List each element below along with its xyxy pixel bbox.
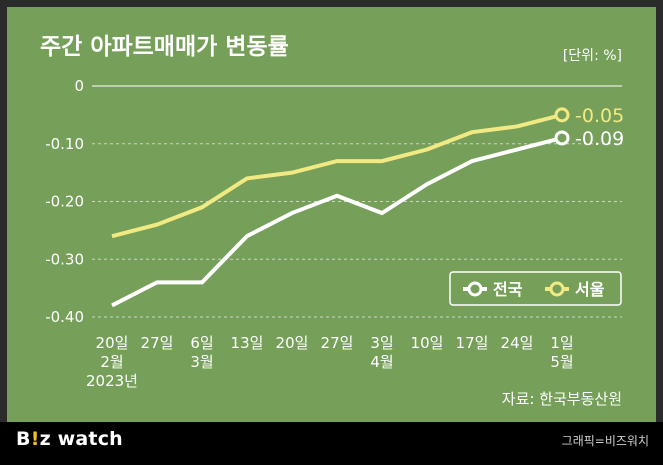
x-tick-label: 3월 <box>190 353 213 371</box>
line-chart: 주간 아파트매매가 변동률 [단위: %] 0 -0.10 -0.20 -0.30 -0… <box>40 34 624 408</box>
legend-box <box>449 271 622 306</box>
x-tick-label: 2023년 <box>86 372 138 390</box>
legend: 전국 서울 <box>449 271 622 306</box>
footer-bar <box>0 422 663 465</box>
x-tick-label: 6일 <box>190 334 213 352</box>
x-tick-label: 3일 <box>370 334 393 352</box>
chart-panel <box>7 7 656 422</box>
x-tick-label: 2월 <box>100 353 123 371</box>
unit-label: [단위: %] <box>563 48 622 64</box>
source-label: 자료: 한국부동산원 <box>502 390 622 408</box>
y-tick-label: 0 <box>74 77 84 95</box>
series-end-label: -0.09 <box>575 128 624 150</box>
series-end-label: -0.05 <box>575 105 624 127</box>
legend-label: 서울 <box>575 280 605 299</box>
y-tick-label: -0.40 <box>45 308 84 326</box>
x-tick-label: 10일 <box>411 334 444 352</box>
bizwatch-logo: B!z watch <box>16 428 123 450</box>
series-end-marker <box>554 130 570 146</box>
y-tick-label: -0.20 <box>45 193 84 211</box>
x-tick-label: 20일 <box>276 334 309 352</box>
y-tick-label: -0.10 <box>45 135 84 153</box>
x-tick-label: 27일 <box>321 334 354 352</box>
series-line-1 <box>111 112 563 239</box>
series-line-0 <box>111 136 563 308</box>
legend-marker <box>549 281 565 297</box>
legend-label: 전국 <box>493 280 523 299</box>
x-tick-label: 20일 <box>96 334 129 352</box>
x-tick-label: 24일 <box>501 334 534 352</box>
y-tick-label: -0.30 <box>45 250 84 268</box>
chart-title: 주간 아파트매매가 변동률 <box>40 34 289 60</box>
x-tick-label: 1일 <box>550 334 573 352</box>
legend-marker <box>467 281 483 297</box>
graphic-credit: 그래픽=비즈워치 <box>561 434 649 448</box>
series-end-marker <box>554 107 570 123</box>
x-tick-label: 4월 <box>370 353 393 371</box>
x-tick-label: 13일 <box>231 334 264 352</box>
x-tick-label: 5월 <box>550 353 573 371</box>
x-tick-label: 27일 <box>141 334 174 352</box>
x-tick-label: 17일 <box>456 334 489 352</box>
